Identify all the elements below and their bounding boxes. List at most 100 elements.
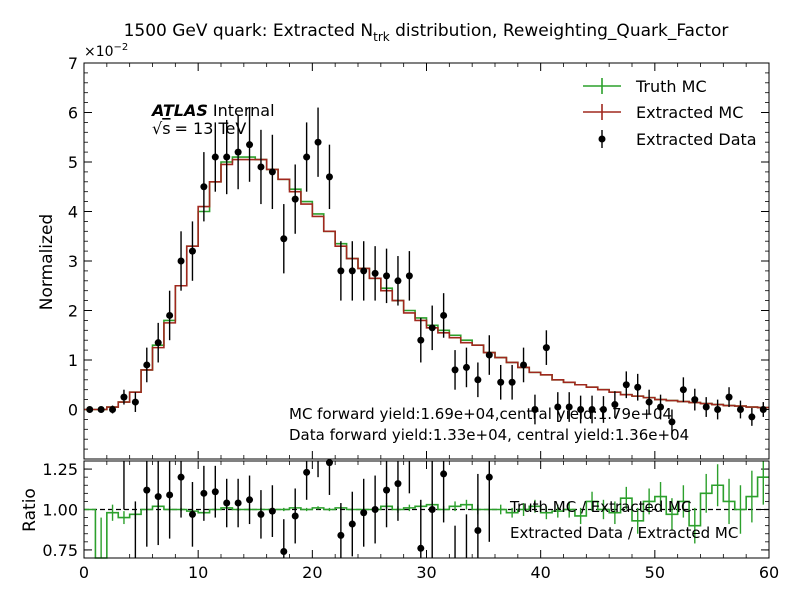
data-point [577, 406, 585, 413]
data-point [109, 406, 117, 413]
data-point [188, 247, 196, 255]
atlas-label: ATLAS Internal [150, 101, 275, 120]
data-ratio-point [154, 493, 162, 501]
x-tick-label: 40 [530, 563, 550, 582]
data-point [588, 406, 596, 413]
data-point [348, 267, 356, 275]
data-ratio-point [303, 468, 311, 476]
data-point [474, 376, 482, 384]
x-tick-label: 60 [759, 563, 779, 582]
y-tick-label-bottom: 1.25 [42, 460, 78, 479]
data-point [725, 393, 733, 401]
legend-bottom-truth-ratio: Truth MC / Extracted MC [509, 498, 691, 516]
data-point [714, 406, 722, 413]
data-point [462, 363, 470, 371]
data-point [394, 277, 402, 285]
x-tick-label: 30 [416, 563, 436, 582]
y-tick-label-bottom: 0.75 [42, 541, 78, 560]
data-ratio-point [211, 488, 219, 496]
data-point [668, 418, 676, 426]
extracted-mc-histogram [84, 158, 769, 411]
y-tick-label-top: 2 [68, 302, 78, 321]
data-point [599, 406, 607, 413]
data-ratio-point [417, 544, 425, 552]
bottom-panel-plot [84, 459, 769, 559]
data-ratio-point [428, 506, 436, 513]
data-point [86, 406, 94, 413]
legend-truth-mc: Truth MC [583, 77, 707, 96]
top-panel-frame [83, 62, 770, 460]
energy-label: √s = 13 TeV [152, 119, 246, 138]
data-point [291, 195, 299, 203]
data-point [485, 351, 493, 359]
data-point [508, 378, 516, 386]
svg-text:Extracted MC: Extracted MC [636, 103, 743, 122]
data-point [542, 344, 550, 352]
data-point [131, 398, 139, 406]
data-point [622, 381, 630, 389]
y-axis-label-top: Normalized [37, 214, 57, 310]
x-tick-label: 50 [645, 563, 665, 582]
data-point [759, 406, 767, 413]
data-point [736, 406, 744, 413]
y-tick-label-top: 1 [68, 351, 78, 370]
y-tick-label-bottom: 1.00 [42, 501, 78, 520]
data-point [554, 403, 562, 411]
data-ratio-point [360, 509, 368, 517]
data-point [257, 163, 265, 171]
legend-top: Truth MC Extracted MC Extracted Data [583, 77, 757, 149]
annotation-mc-yield: MC forward yield:1.69e+04,central yield:… [289, 405, 672, 423]
data-point [702, 403, 710, 411]
data-point [611, 401, 619, 409]
data-point [371, 269, 379, 277]
data-point [520, 361, 528, 369]
data-ratio-point [200, 489, 208, 497]
legend-extracted-mc: Extracted MC [583, 103, 743, 122]
data-ratio-point [337, 531, 345, 539]
data-point [166, 311, 174, 319]
data-point [120, 393, 128, 401]
data-point [200, 183, 208, 191]
y-tick-label-top: 7 [68, 54, 78, 73]
data-point [679, 386, 687, 394]
data-point [428, 324, 436, 332]
bottom-panel-frame [83, 460, 770, 559]
data-point [303, 153, 311, 161]
y-tick-label-top: 3 [68, 252, 78, 271]
data-point [154, 339, 162, 347]
data-point [645, 398, 653, 406]
x-tick-label: 10 [188, 563, 208, 582]
legend-bottom-data-ratio: Extracted Data / Extracted MC [510, 524, 738, 542]
data-ratio-point [246, 496, 254, 504]
data-point [565, 403, 573, 411]
data-ratio-point [223, 499, 231, 507]
data-ratio-point [394, 480, 402, 488]
x-tick-label: 20 [302, 563, 322, 582]
data-point [634, 383, 642, 391]
data-ratio-point [234, 499, 242, 507]
data-ratio-point [474, 527, 482, 535]
chart-title: 1500 GeV quark: Extracted Ntrk distribut… [124, 21, 729, 44]
data-ratio-point [325, 459, 333, 467]
data-ratio-point [268, 507, 276, 515]
data-point [280, 235, 288, 243]
truth-ratio-histogram [84, 476, 769, 559]
data-point [531, 406, 539, 413]
data-ratio-point [348, 520, 356, 528]
annotation-data-yield: Data forward yield:1.33e+04, central yie… [289, 426, 689, 444]
data-point [497, 378, 505, 386]
data-point [405, 272, 413, 280]
data-point [97, 406, 105, 413]
bottom-panel-ticks: 0 10 20 30 40 50 60 0.75 1.00 1.25 [42, 460, 779, 582]
data-ratio-point [371, 506, 379, 513]
y-tick-label-top: 5 [68, 153, 78, 172]
data-point [246, 141, 254, 149]
y-tick-label-top: 0 [68, 401, 78, 420]
data-ratio-point [383, 486, 391, 494]
legend-extracted-data: Extracted Data [598, 130, 757, 149]
data-point [177, 257, 185, 265]
data-point [451, 366, 459, 374]
data-ratio-point [143, 486, 151, 494]
data-ratio-point [257, 510, 265, 518]
